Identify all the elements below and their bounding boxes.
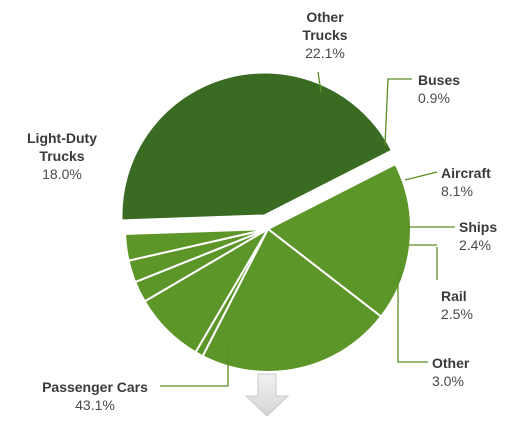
leader-lines: [160, 71, 455, 387]
leader-line-other-trucks: [317, 71, 322, 93]
leader-line-aircraft: [404, 171, 438, 181]
pie-slice-passenger-cars: [120, 71, 393, 222]
leader-line-other: [397, 268, 428, 363]
slice-label-other: Other 3.0%: [432, 355, 470, 389]
slice-value-passenger-cars: 43.1%: [75, 397, 115, 413]
pie-slice-other: [124, 228, 269, 262]
slice-label-ships: Ships 2.4%: [459, 219, 497, 253]
pie-slice-other-trucks: [201, 228, 383, 373]
slice-value-ships: 2.4%: [459, 237, 491, 253]
slice-value-other: 3.0%: [432, 373, 464, 389]
slice-value-buses: 0.9%: [418, 90, 450, 106]
leader-line-passenger-cars: [160, 340, 229, 387]
slice-label-rail: Rail 2.5%: [441, 288, 473, 322]
pie-slice-light-duty-trucks: [267, 163, 412, 318]
down-arrow-icon: [244, 373, 290, 417]
leader-line-buses: [384, 78, 412, 146]
slice-labels: Passenger Cars 43.1% Light-Duty Trucks 18.0%…: [27, 9, 497, 413]
slice-value-aircraft: 8.1%: [441, 183, 473, 199]
slice-value-other-trucks: 22.1%: [305, 45, 345, 61]
slice-value-light-duty-trucks: 18.0%: [42, 166, 82, 182]
slice-label-aircraft: Aircraft 8.1%: [441, 165, 491, 199]
slice-label-passenger-cars: Passenger Cars 43.1%: [42, 379, 148, 413]
pie-slices: [120, 71, 412, 373]
slice-value-rail: 2.5%: [441, 306, 473, 322]
slice-label-other-trucks: Other Trucks 22.1%: [302, 9, 347, 61]
slice-label-buses: Buses 0.9%: [418, 72, 460, 106]
slice-label-light-duty-trucks: Light-Duty Trucks 18.0%: [27, 130, 97, 182]
